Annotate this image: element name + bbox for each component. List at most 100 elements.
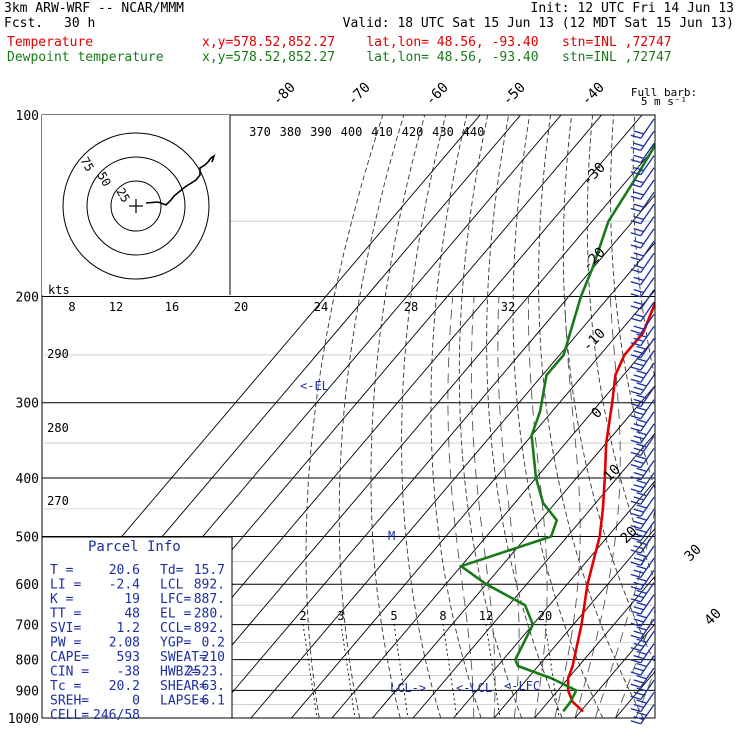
wind-barb [640,277,655,298]
wind-barb [640,618,655,639]
parcel-key: PW = [50,636,81,651]
mixing-ratio-label: 12 [479,609,493,623]
wind-barb-flag [633,166,644,172]
wind-barb [640,631,655,651]
wind-barb-flag [630,305,641,310]
wind-barb [640,667,655,688]
wind-barb-flag [630,366,641,371]
annotation-lcl: LCL-> [390,681,426,695]
dry-adiabat [305,115,384,718]
theta-label: 430 [432,125,454,139]
hodograph-speed-label: 12 [109,300,123,314]
wind-barb-flag [630,268,641,274]
wind-barb-flag [636,601,647,607]
init-time: Init: 12 UTC Fri 14 Jun 13 [530,1,735,16]
parcel-key: YGP= [160,636,191,651]
wind-barb-flag [630,195,641,200]
wind-barb [640,362,655,383]
parcel-key: SHEAR= [160,679,207,694]
wind-barb-flag [633,581,644,586]
parcel-value: 210 [202,650,225,665]
mixing-ratio-label: 3 [337,609,344,623]
hodograph-ring-label: 25 [113,186,132,206]
mixing-ratio-line [544,623,560,719]
wind-barb-flag [630,634,641,640]
wind-key-value: 5 m s⁻¹ [641,95,687,108]
isotherm [656,115,740,718]
temp-tick-label: -50 [500,80,529,109]
wind-barb-flag [630,707,641,713]
wind-barb-flag [630,524,641,530]
wind-barb-flag [633,398,644,403]
wind-barb-flag [633,215,644,220]
wind-barb-flag [633,179,644,184]
wind-barb [640,143,655,163]
parcel-key: Tc = [50,679,81,694]
parcel-key: T = [50,563,74,578]
wind-barb [640,326,655,346]
pressure-label-600: 600 [16,578,39,593]
theta-label: 380 [280,125,302,139]
dry-adiabat [718,115,740,718]
wind-barb-flag [636,394,647,399]
wind-barb [640,582,655,603]
wind-barb-flag [636,504,647,509]
wind-barb-flag [633,374,644,379]
theta-label-left: 290 [47,347,69,361]
wind-barb-flag [633,325,644,330]
wind-barb-flag [633,288,644,294]
temperature-location: x,y=578.52,852.27 lat,lon= 48.56, -93.40… [202,35,672,50]
theta-label-left: 280 [47,421,69,435]
moist-adiabat [447,296,475,718]
wind-barb-flag [633,337,644,342]
isotherm [372,384,655,718]
wind-barb-flag [633,240,644,245]
wind-barb-flag [630,512,641,518]
forecast-hour: 30 h [64,16,96,31]
dry-adiabat [401,115,447,718]
wind-barb-flag [636,638,647,643]
wind-barb [640,399,655,420]
wind-barb [640,265,655,285]
isotherm [169,146,655,718]
parcel-box [41,536,233,719]
wind-barb-flag [636,687,647,692]
wind-barb-flag [630,537,641,542]
parcel-value: 593 [117,650,140,665]
wind-barb [640,350,655,371]
wind-barb-flag [630,561,641,566]
parcel-key: LI = [50,578,81,593]
wind-barb [640,167,655,188]
wind-barb-flag [636,357,647,363]
wind-barb-flag [633,276,644,281]
dry-adiabat [512,115,604,718]
parcel-value: -38 [117,665,140,680]
mixing-ratio-label: 20 [538,609,552,623]
wind-barb-flag [633,447,644,452]
parcel-value: -2.4 [109,578,140,593]
wind-barb-flag [633,715,644,721]
theta-label: 370 [249,125,271,139]
pressure-label-500: 500 [16,530,39,545]
moist-adiabat [497,296,520,718]
wind-barb-flag [630,439,641,444]
wind-barb-flag [636,345,647,350]
temp-tick-label: 40 [702,606,725,629]
wind-barb-flag [636,528,647,533]
parcel-key: SVI= [50,621,81,636]
pressure-label-100: 100 [16,109,39,124]
wind-barb-flag [630,646,641,652]
parcel-key: CAPE= [50,650,89,665]
wind-barb [640,484,655,505]
wind-barb [640,204,655,224]
parcel-key: SREH= [50,694,89,709]
wind-barb [640,387,655,407]
parcel-value: 48 [124,607,140,622]
theta-label: 420 [402,125,424,139]
wind-barb-flag [633,252,644,257]
wind-barb [640,216,655,237]
wind-barb-flag [630,415,641,420]
hodograph-ring [110,180,162,232]
wind-barb-flag [633,667,644,672]
wind-barb-flag [633,557,644,562]
